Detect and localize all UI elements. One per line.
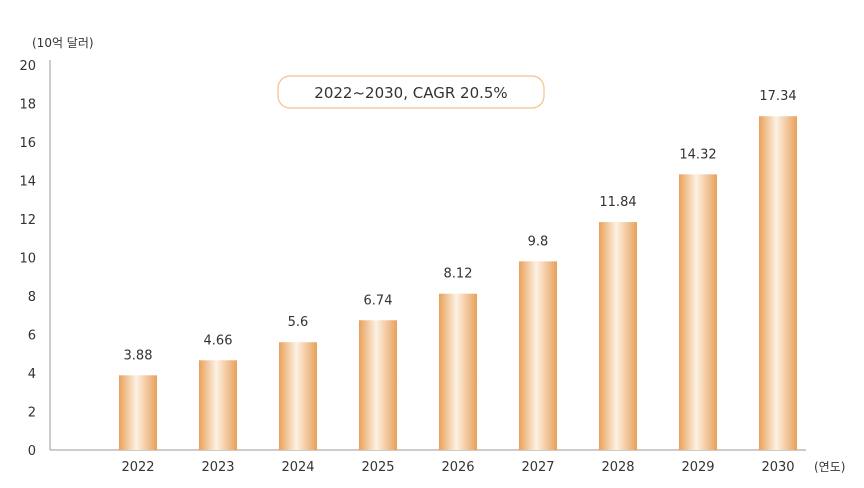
y-tick-label: 0 [28,444,36,459]
y-tick-label: 2 [28,406,36,421]
y-tick-label: 20 [19,59,36,74]
bar [599,222,637,450]
x-tick-label: 2026 [441,460,474,475]
cagr-annotation: 2022~2030, CAGR 20.5% [314,84,507,102]
bar-value-label: 4.66 [204,333,233,348]
y-axis-unit-label: (10억 달러) [32,36,94,50]
bar [759,116,797,450]
bar [679,174,717,450]
x-tick-label: 2023 [201,460,234,475]
x-axis-unit-label: (연도) [814,460,845,474]
y-tick-label: 4 [28,367,36,382]
bars [119,116,797,450]
value-labels: 3.88 4.66 5.6 6.74 8.12 9.8 11.84 14.32 17.34 [124,89,797,363]
bar-value-label: 6.74 [364,293,393,308]
y-tick-label: 18 [19,98,36,113]
x-tick-label: 2029 [681,460,714,475]
bar [359,320,397,450]
x-tick-label: 2025 [361,460,394,475]
bar [279,342,317,450]
bar-value-label: 11.84 [599,195,636,210]
y-tick-label: 14 [19,175,36,190]
bar [519,261,557,450]
y-tick-labels: 0 2 4 6 8 10 12 14 16 18 20 [19,59,36,459]
bar [119,375,157,450]
bar [199,360,237,450]
y-tick-label: 16 [19,136,36,151]
x-tick-label: 2024 [281,460,314,475]
bar-value-label: 17.34 [759,89,796,104]
y-tick-label: 10 [19,252,36,267]
bar-value-label: 3.88 [124,348,153,363]
y-tick-label: 6 [28,329,36,344]
bar-value-label: 14.32 [679,147,716,162]
y-tick-label: 12 [19,213,36,228]
x-tick-label: 2027 [521,460,554,475]
bar-value-label: 5.6 [288,315,309,330]
x-tick-labels: 2022 2023 2024 2025 2026 2027 2028 2029 2030 [121,460,794,475]
bar-value-label: 9.8 [528,234,549,249]
x-tick-label: 2028 [601,460,634,475]
y-tick-label: 8 [28,290,36,305]
x-tick-label: 2022 [121,460,154,475]
x-tick-label: 2030 [761,460,794,475]
bar [439,293,477,450]
annotation-box [277,75,545,109]
bar-value-label: 8.12 [444,267,473,282]
